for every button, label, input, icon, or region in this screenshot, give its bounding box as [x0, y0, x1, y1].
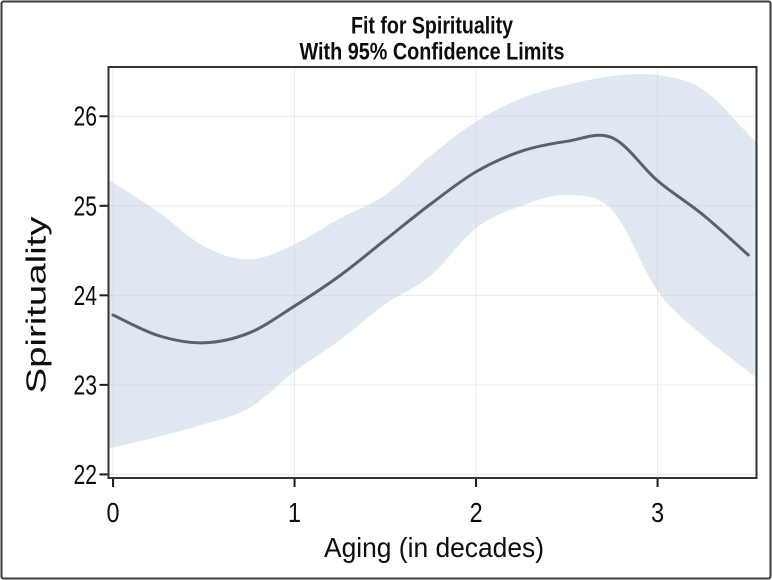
- y-axis-label: Spirituality: [21, 217, 52, 394]
- x-tick-label: 3: [651, 497, 664, 528]
- y-tick-label: 23: [74, 369, 98, 400]
- x-tick-label: 1: [288, 497, 301, 528]
- fit-line: [111, 133, 750, 345]
- x-tick-label: 0: [107, 497, 120, 528]
- y-tick-label: 24: [74, 280, 98, 311]
- x-axis-label: Aging (in decades): [324, 532, 544, 563]
- plot-frame: [107, 66, 758, 479]
- y-tick-label: 25: [74, 190, 98, 221]
- chart-title-line1: Fit for Spirituality: [351, 13, 514, 40]
- chart-title-line2: With 95% Confidence Limits: [300, 39, 565, 66]
- y-tick-label: 26: [74, 101, 98, 132]
- x-tick-label: 2: [470, 497, 483, 528]
- y-tick-label: 22: [74, 459, 98, 490]
- confidence-band: [107, 73, 757, 449]
